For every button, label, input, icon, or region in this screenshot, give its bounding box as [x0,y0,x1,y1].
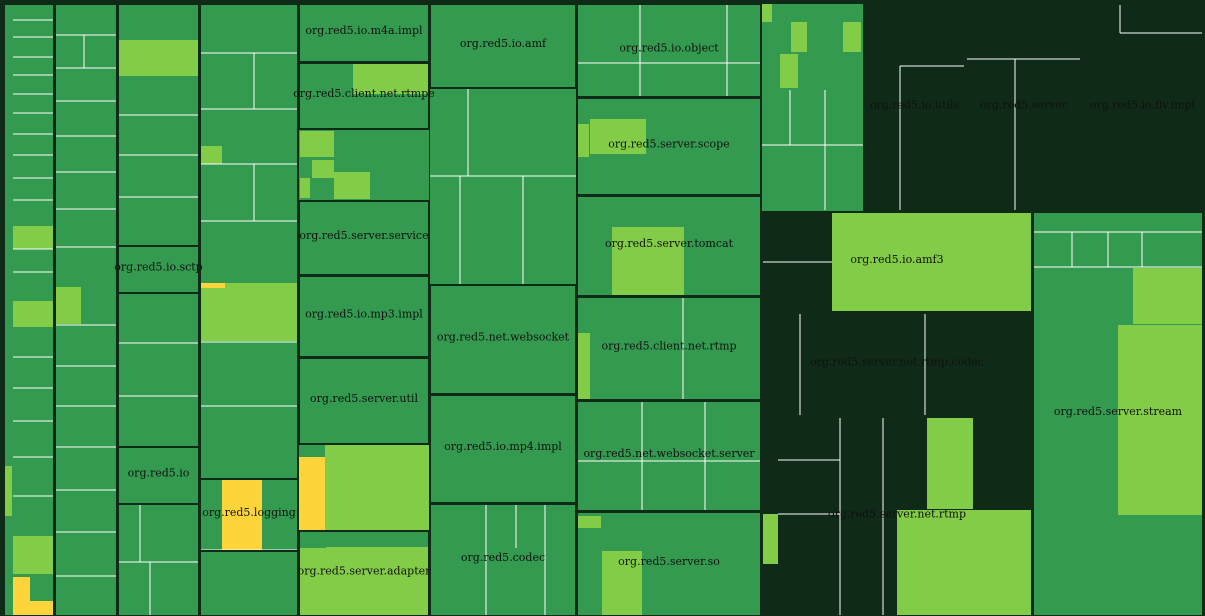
package-label: org.red5.codec [461,551,545,564]
package-label: org.red5.net.websocket.server [583,447,755,460]
class-cell [897,510,1032,616]
class-cell [602,551,642,616]
class-cell [13,536,54,574]
class-cell [13,301,54,327]
class-cell [118,4,199,616]
package-label: org.red5.server.stream [1054,405,1183,418]
class-cell [334,172,370,199]
package-label: org.red5.io.m4a.impl [305,24,423,37]
package-label: org.red5.server.so [618,555,720,568]
package-cell-24 [576,511,762,616]
package-cell-17 [1032,211,1204,616]
class-cell [4,466,12,516]
class-cell [222,480,262,550]
class-cell [300,178,310,198]
treemap-labels: org.red5.io.m4a.impl org.red5.io.amf org.r… [114,24,1195,578]
package-label: org.red5.client.net.rtmpe [293,87,435,100]
package-label: org.red5.logging [202,506,296,519]
class-cell [200,283,298,341]
package-label: org.red5.io.mp3.impl [305,308,423,321]
package-label: org.red5.server.net.rtmp [828,508,966,521]
package-label: org.red5.server.scope [608,138,729,151]
class-cell [780,54,798,88]
package-label: org.red5.io.utils [870,99,960,112]
package-label: org.red5.io [128,467,190,480]
package-label: org.red5.server [980,99,1068,112]
column-border [199,3,299,616]
class-cell [312,160,334,178]
package-label: org.red5.io.mp4.impl [444,440,562,453]
class-cell [1133,268,1203,324]
class-cell [200,283,225,288]
class-cell [577,4,761,616]
package-label: org.red5.io.object [619,42,719,55]
class-cell [590,119,646,154]
package-label: org.red5.io.amf [460,37,547,50]
class-cell [791,22,807,52]
package-label: org.red5.io.sctp [114,261,202,274]
class-cell [762,4,772,22]
class-cell [927,417,973,509]
class-cell [577,124,589,157]
class-cell [13,226,54,249]
class-cell [118,40,199,76]
package-label: org.red5.server.net.rtmp.codec [810,356,984,369]
class-cell [577,333,590,399]
class-cell [843,22,861,52]
class-cell [299,457,325,530]
class-cell [1118,325,1203,515]
package-label: org.red5.server.util [310,392,418,405]
class-cell [762,514,778,564]
package-label: org.red5.io.flv.impl [1090,99,1196,112]
class-cell [430,4,576,616]
class-cell [612,227,684,295]
class-cell [55,287,81,324]
class-cell [832,213,1032,311]
class-cell [326,547,429,616]
package-label: org.red5.client.net.rtmp [601,340,736,353]
class-cell [577,516,601,528]
package-label: org.red5.net.websocket [437,331,570,344]
class-cell [353,63,429,94]
class-cell [300,548,326,616]
package-label: org.red5.server.adapter [298,565,432,578]
class-cell [13,577,30,603]
package-label: org.red5.server.tomcat [605,237,734,250]
class-cell [13,601,54,616]
class-cell [325,445,429,530]
class-cell [300,131,334,157]
package-label: org.red5.io.amf3 [850,253,943,266]
package-label: org.red5.server.service [299,229,428,242]
class-cell [200,146,222,164]
